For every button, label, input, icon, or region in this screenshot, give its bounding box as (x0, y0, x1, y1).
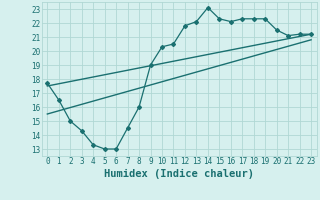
X-axis label: Humidex (Indice chaleur): Humidex (Indice chaleur) (104, 169, 254, 179)
